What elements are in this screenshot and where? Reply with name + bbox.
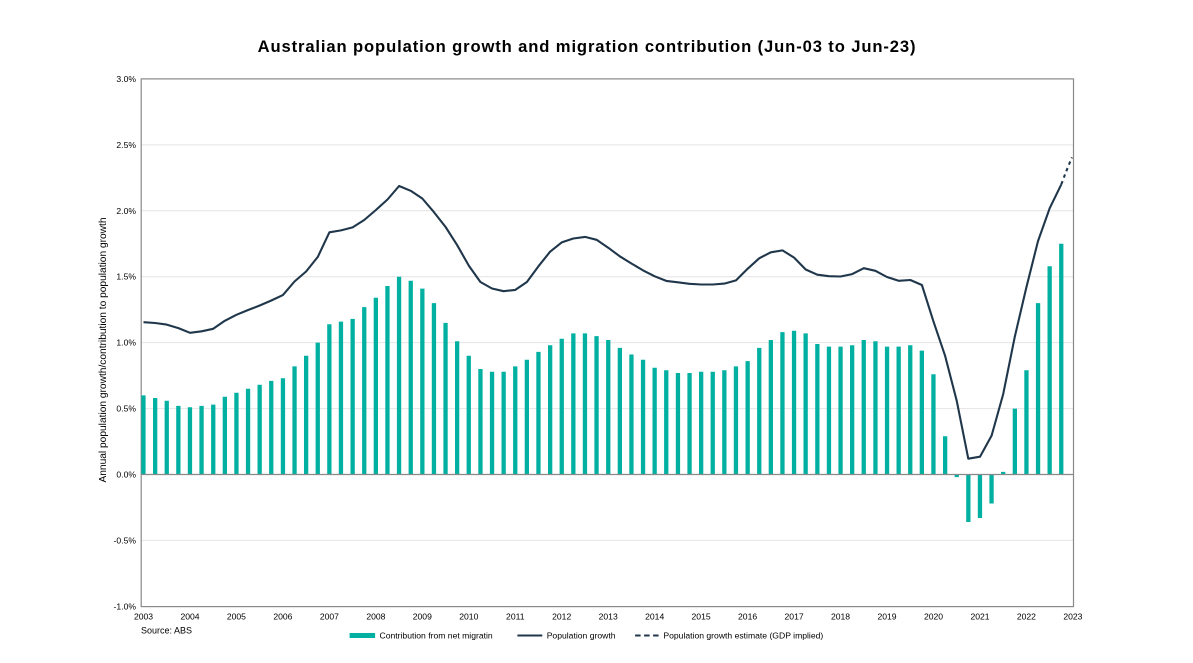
svg-text:2016: 2016 <box>738 612 757 622</box>
svg-text:2020: 2020 <box>924 612 943 622</box>
svg-text:Population growth estimate (GD: Population growth estimate (GDP implied) <box>663 631 823 641</box>
svg-text:-0.5%: -0.5% <box>114 535 137 545</box>
svg-text:2015: 2015 <box>692 612 711 622</box>
svg-text:2010: 2010 <box>459 612 478 622</box>
svg-text:0.0%: 0.0% <box>116 470 136 480</box>
svg-text:Australian population growth a: Australian population growth and migrati… <box>258 37 917 56</box>
svg-text:2.5%: 2.5% <box>116 140 136 150</box>
svg-text:2007: 2007 <box>320 612 339 622</box>
svg-text:Source: ABS: Source: ABS <box>141 626 192 636</box>
svg-text:2003: 2003 <box>134 612 153 622</box>
svg-text:3.0%: 3.0% <box>116 74 136 84</box>
svg-text:2019: 2019 <box>877 612 896 622</box>
svg-text:2012: 2012 <box>552 612 571 622</box>
svg-text:2023: 2023 <box>1063 612 1082 622</box>
svg-text:Contribution from net migratin: Contribution from net migratin <box>380 631 493 641</box>
svg-text:2011: 2011 <box>506 612 525 622</box>
svg-text:2018: 2018 <box>831 612 850 622</box>
svg-text:1.0%: 1.0% <box>116 338 136 348</box>
svg-text:2009: 2009 <box>413 612 432 622</box>
svg-text:2.0%: 2.0% <box>116 206 136 216</box>
svg-text:-1.0%: -1.0% <box>114 601 137 611</box>
svg-text:2014: 2014 <box>645 612 664 622</box>
svg-text:2021: 2021 <box>970 612 989 622</box>
svg-text:2013: 2013 <box>599 612 618 622</box>
svg-text:1.5%: 1.5% <box>116 272 136 282</box>
svg-text:2017: 2017 <box>785 612 804 622</box>
svg-text:2022: 2022 <box>1017 612 1036 622</box>
svg-text:2008: 2008 <box>366 612 385 622</box>
svg-text:2006: 2006 <box>273 612 292 622</box>
svg-text:0.5%: 0.5% <box>116 404 136 414</box>
svg-text:2005: 2005 <box>227 612 246 622</box>
svg-text:2004: 2004 <box>180 612 199 622</box>
svg-text:Population growth: Population growth <box>547 631 616 641</box>
svg-text:Annual population growth/contr: Annual population growth/contribution to… <box>98 217 109 482</box>
